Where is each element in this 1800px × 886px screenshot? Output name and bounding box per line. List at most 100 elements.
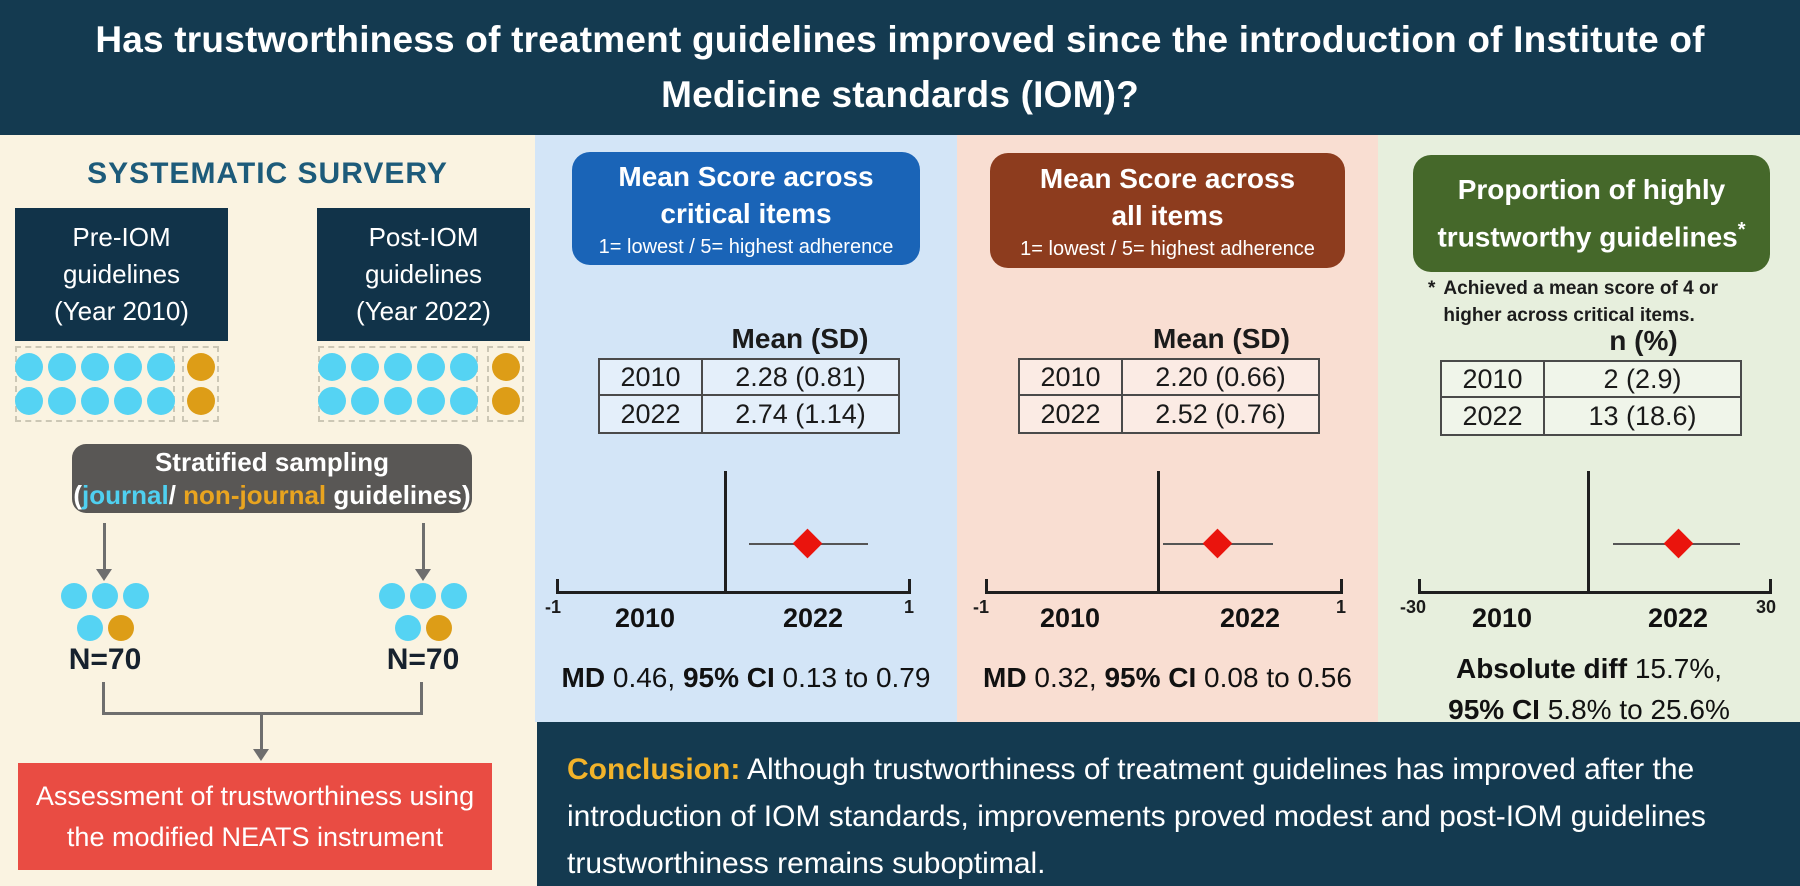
non-journal-guideline-dot xyxy=(107,615,134,641)
ci-label: 95% CI xyxy=(1104,662,1197,693)
axis-max-label: 1 xyxy=(904,597,915,617)
stratified-rest: guidelines) xyxy=(326,479,471,510)
non-journal-guideline-dot xyxy=(186,387,215,415)
assessment-line-1: Assessment of trustworthiness using xyxy=(35,780,475,811)
pre-iom-line-3: (Year 2010) xyxy=(54,296,189,326)
journal-guideline-dot xyxy=(351,353,379,381)
bracket-right-stem xyxy=(420,682,423,715)
all-items-title-1: Mean Score across xyxy=(1039,163,1296,194)
stratified-line-1: Stratified sampling xyxy=(154,446,390,477)
bracket-down-arrow xyxy=(253,712,269,761)
ci-label: 95% CI xyxy=(682,662,775,693)
journal-guideline-dot xyxy=(410,583,436,609)
all-items-header: Mean Score across all items 1= lowest / … xyxy=(990,153,1345,268)
conclusion-label: Conclusion: xyxy=(567,753,741,786)
journal-guideline-dot xyxy=(417,353,445,381)
journal-guideline-dot xyxy=(450,353,478,381)
pre-iom-box: Pre-IOM guidelines (Year 2010) xyxy=(15,208,228,341)
non-journal-guideline-dot xyxy=(491,353,520,381)
dot-row xyxy=(358,583,488,609)
post-journal-dot-grid xyxy=(318,346,478,422)
axis-max-label: 30 xyxy=(1756,597,1777,617)
sample-size-left: N=70 xyxy=(68,643,142,676)
table-cell-value: 13 (18.6) xyxy=(1588,400,1697,431)
conclusion-text: Although trustworthiness of treatment gu… xyxy=(567,753,1706,880)
group-label-2022: 2022 xyxy=(782,603,844,633)
table-cell-value: 2.74 (1.14) xyxy=(735,398,866,429)
dot-row xyxy=(15,353,175,381)
axis-min-label: -30 xyxy=(1400,597,1427,617)
journal-guideline-dot xyxy=(379,583,405,609)
critical-items-header: Mean Score across critical items 1= lowe… xyxy=(572,152,920,265)
proportion-panel: Proportion of highly trustworthy guideli… xyxy=(1378,135,1800,725)
axis-max-label: 1 xyxy=(1336,597,1347,617)
forest-axis xyxy=(985,579,1343,594)
proportion-title-text: trustworthy guidelines xyxy=(1437,221,1738,253)
journal-guideline-dot xyxy=(441,583,467,609)
journal-guideline-dot xyxy=(81,387,109,415)
journal-guideline-dot xyxy=(48,387,76,415)
table-cell-year: 2022 xyxy=(600,396,703,432)
footnote-text: Achieved a mean score of 4 or higher acr… xyxy=(1443,278,1718,326)
stratified-non-journal-label: non-journal xyxy=(183,479,327,510)
asterisk-footnote: * Achieved a mean score of 4 or higher a… xyxy=(1428,275,1762,329)
journal-guideline-dot xyxy=(417,387,445,415)
down-arrow-left xyxy=(96,523,112,581)
critical-items-title-1: Mean Score across xyxy=(618,161,874,192)
axis-min-label: -1 xyxy=(545,597,562,617)
dot-row xyxy=(491,353,520,381)
group-label-2010: 2010 xyxy=(1471,603,1533,633)
dot-row xyxy=(186,353,215,381)
pre-iom-line-2: guidelines xyxy=(62,259,181,289)
critical-items-title-2: critical items xyxy=(660,198,832,229)
all-items-subtitle: 1= lowest / 5= highest adherence xyxy=(1020,238,1315,260)
critical-result: MD 0.46, 95% CI 0.13 to 0.79 xyxy=(535,662,957,694)
title-banner: Has trustworthiness of treatment guideli… xyxy=(0,0,1800,135)
dot-row xyxy=(40,583,170,609)
md-value: 0.32, xyxy=(1026,662,1105,693)
stratified-line-2: (journal/ non-journal guidelines) xyxy=(73,479,470,512)
ci-value: 0.08 to 0.56 xyxy=(1196,662,1352,693)
all-table: 2010 2.20 (0.66) 2022 2.52 (0.76) xyxy=(1018,358,1320,434)
journal-guideline-dot xyxy=(318,353,346,381)
forest-zero-line xyxy=(1157,471,1160,593)
bracket-left-stem xyxy=(102,682,105,715)
journal-guideline-dot xyxy=(92,583,118,609)
proportion-header: Proportion of highly trustworthy guideli… xyxy=(1413,155,1770,272)
axis-min-label: -1 xyxy=(973,597,990,617)
non-journal-guideline-dot xyxy=(425,615,452,641)
down-arrow-right xyxy=(415,523,431,581)
proportion-table: 2010 2 (2.9) 2022 13 (18.6) xyxy=(1440,360,1742,436)
group-label-2022: 2022 xyxy=(1219,603,1281,633)
group-label-2010: 2010 xyxy=(1039,603,1101,633)
non-journal-guideline-dot xyxy=(186,353,215,381)
journal-guideline-dot xyxy=(114,387,142,415)
journal-guideline-dot xyxy=(450,387,478,415)
point-estimate-diamond xyxy=(1202,528,1233,559)
assessment-line-2: the modified NEATS instrument xyxy=(66,821,444,852)
systematic-survey-panel: SYSTEMATIC SURVERY Pre-IOM guidelines (Y… xyxy=(0,135,535,886)
group-label-2010: 2010 xyxy=(614,603,676,633)
md-value: 0.46, xyxy=(605,662,683,693)
critical-items-subtitle: 1= lowest / 5= highest adherence xyxy=(598,236,894,258)
pre-non-journal-dot-grid xyxy=(182,346,219,422)
journal-guideline-dot xyxy=(351,387,379,415)
pre-iom-line-1: Pre-IOM xyxy=(72,222,171,252)
ci-label: 95% CI xyxy=(1448,694,1540,725)
table-cell-year: 2010 xyxy=(1020,360,1123,396)
sample-dots-right xyxy=(358,583,488,641)
post-iom-line-3: (Year 2022) xyxy=(356,296,491,326)
critical-table-header: Mean (SD) xyxy=(731,323,869,354)
footnote-marker: * xyxy=(1428,278,1436,299)
dot-row xyxy=(491,387,520,415)
all-items-panel: Mean Score across all items 1= lowest / … xyxy=(957,135,1378,722)
sample-size-right: N=70 xyxy=(386,643,460,676)
journal-guideline-dot xyxy=(123,583,149,609)
post-iom-line-1: Post-IOM xyxy=(368,222,479,252)
journal-guideline-dot xyxy=(81,353,109,381)
title-line-1: Has trustworthiness of treatment guideli… xyxy=(95,19,1705,60)
dot-row xyxy=(358,615,488,641)
proportion-title-2: trustworthy guidelines* xyxy=(1437,210,1745,257)
post-iom-line-2: guidelines xyxy=(364,259,483,289)
